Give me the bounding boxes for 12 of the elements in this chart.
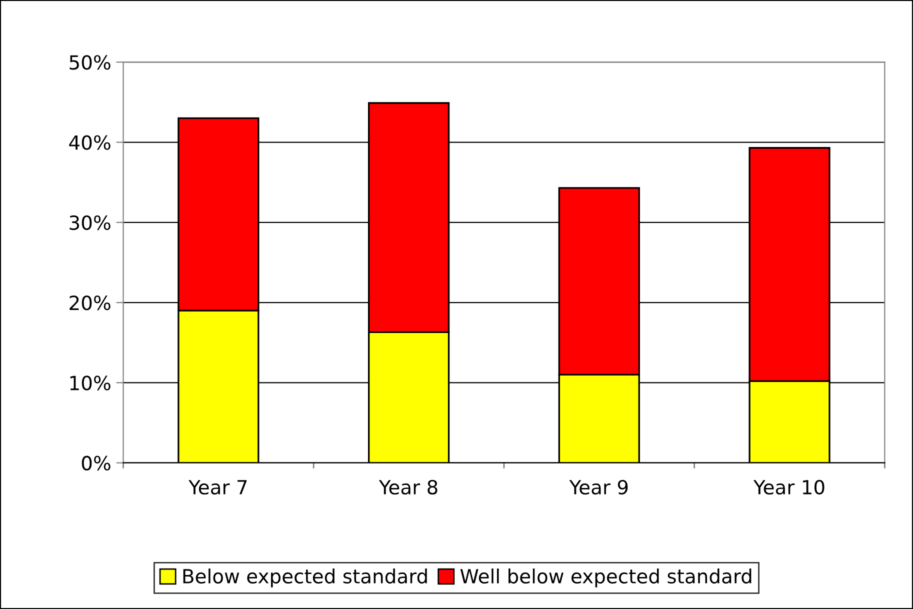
x-tick-label: Year 9 <box>569 480 628 495</box>
y-tick-label: 30% <box>70 215 110 230</box>
legend-label: Well below expected standard <box>460 568 752 588</box>
x-tick-label: Year 8 <box>378 480 438 495</box>
y-tick-label: 0% <box>82 456 110 471</box>
x-tick-label: Year 7 <box>188 480 247 495</box>
y-tick-label: 40% <box>69 135 110 150</box>
y-tick-label: 20% <box>70 296 110 310</box>
x-tick-label: Year 10 <box>753 480 824 495</box>
legend-label: Below expected standard <box>183 568 427 588</box>
y-tick-label: 10% <box>70 376 110 390</box>
y-tick-label: 50% <box>70 55 110 70</box>
